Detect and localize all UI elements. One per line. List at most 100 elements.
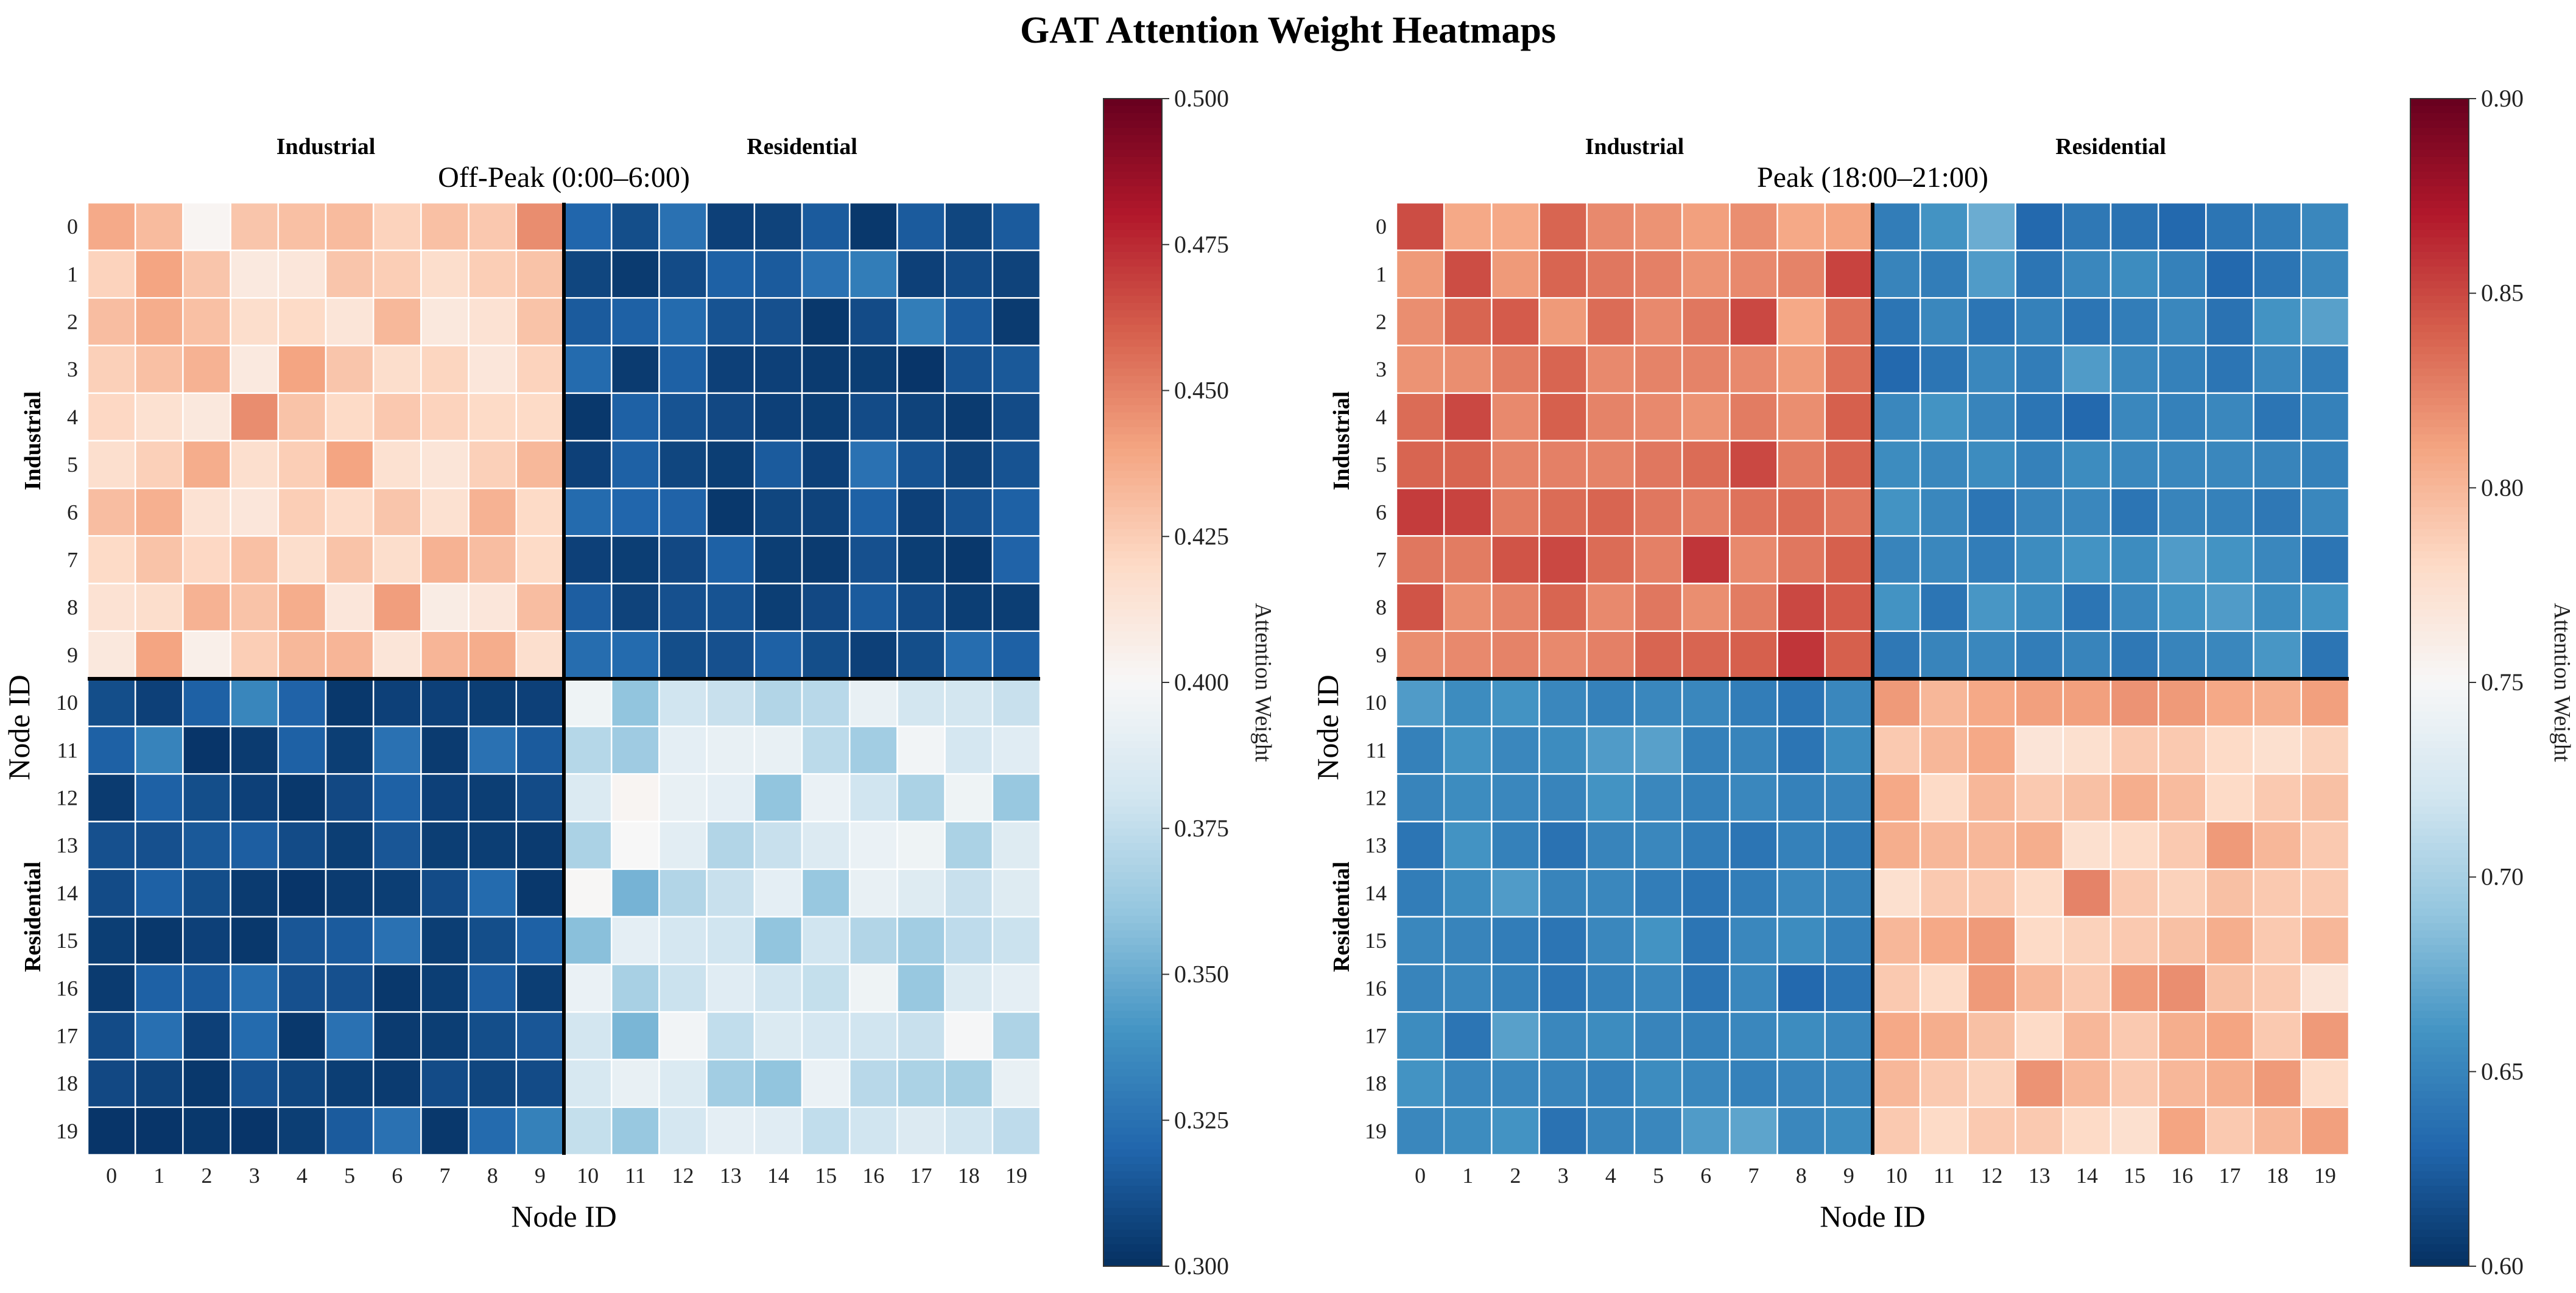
heatmap-cell (515, 583, 565, 632)
heatmap-cell (2062, 1059, 2112, 1109)
heatmap-cell (182, 487, 231, 537)
heatmap-cell (991, 963, 1041, 1013)
colorbar-segment (1103, 1193, 1162, 1201)
heatmap-cell (2015, 868, 2064, 918)
y-tick-label: 19 (56, 1119, 78, 1143)
heatmap-cell (610, 1011, 660, 1060)
heatmap-cell (2157, 440, 2207, 489)
heatmap-cell (515, 345, 565, 394)
colorbar-segment (1103, 624, 1162, 632)
heatmap-cell (706, 583, 756, 632)
heatmap-cell (706, 440, 756, 489)
colorbar-segment (2410, 120, 2469, 128)
colorbar-segment (1103, 536, 1162, 545)
heatmap-cell (658, 249, 708, 299)
y-tick-label: 1 (1376, 262, 1387, 286)
colorbar-segment (1103, 529, 1162, 538)
y-tick-label: 5 (1376, 452, 1387, 477)
colorbar-segment (2410, 259, 2469, 267)
colorbar-segment (1103, 1084, 1162, 1092)
heatmap-cell (86, 678, 136, 727)
heatmap-cell (610, 963, 660, 1013)
heatmap-cell (230, 630, 280, 680)
heatmap-cell (1681, 1011, 1731, 1060)
heatmap-cell (801, 916, 851, 965)
y-tick-label: 2 (1376, 310, 1387, 334)
heatmap-cell (944, 487, 994, 537)
heatmap-cell (1491, 392, 1540, 442)
colorbar-segment (2410, 1164, 2469, 1172)
heatmap-cell (277, 916, 327, 965)
heatmap-cell (372, 583, 422, 632)
x-tick-labels: 0 1 2 3 4 5 6 7 8 9 10 11 12 13 14 15 16 17 18 19 (1415, 1163, 2336, 1188)
heatmap-cell (1824, 868, 1874, 918)
heatmap-cell (1538, 868, 1588, 918)
heatmap-cell (896, 963, 946, 1013)
heatmap-cell (563, 678, 613, 727)
heatmap-cell (2110, 725, 2159, 775)
heatmap-cell (1776, 773, 1826, 822)
heatmap-cell (2015, 487, 2064, 537)
heatmap-cell (610, 1059, 660, 1109)
colorbar-segment (2410, 441, 2469, 450)
heatmap-cell (134, 535, 184, 584)
colorbar-segment (1103, 463, 1162, 472)
heatmap-cell (944, 583, 994, 632)
colorbar-segment (1103, 1127, 1162, 1136)
heatmap-cell (991, 725, 1041, 775)
heatmap-cell (468, 392, 518, 442)
heatmap-cell (1729, 249, 1778, 299)
heatmap-cell (706, 821, 756, 871)
heatmap-cell (658, 916, 708, 965)
heatmap-cell (2015, 963, 2064, 1013)
colorbar-segment (1103, 149, 1162, 158)
heatmap-cell (991, 678, 1041, 727)
panel-title: Peak (18:00–21:00) (1757, 161, 1988, 194)
heatmap-cell (1871, 773, 1921, 822)
heatmap-cell (2253, 630, 2303, 680)
colorbar-segment (2410, 1120, 2469, 1129)
heatmap-cell (1395, 487, 1445, 537)
heatmap-cell (658, 630, 708, 680)
colorbar-segment (2410, 806, 2469, 815)
colorbar-segment (2410, 879, 2469, 888)
heatmap-cell (2253, 1106, 2303, 1156)
colorbar-segment (2410, 813, 2469, 822)
heatmap-cell (2110, 583, 2159, 632)
colorbar-segment (2410, 449, 2469, 457)
colorbar-segment (1103, 251, 1162, 260)
heatmap-cell (1395, 440, 1445, 489)
colorbar-segment (2410, 99, 2469, 107)
colorbar-segment (2410, 1171, 2469, 1179)
colorbar-segment (1103, 1113, 1162, 1121)
heatmap-cell (1491, 678, 1540, 727)
heatmap-cell (2205, 821, 2254, 871)
heatmap-cell (1919, 963, 1969, 1013)
heatmap-cell (2062, 630, 2112, 680)
colorbar-segment (1103, 514, 1162, 523)
colorbar-segment (2410, 281, 2469, 289)
heatmap-cell (277, 1106, 327, 1156)
colorbar-segment (2410, 244, 2469, 253)
heatmap-cell (182, 392, 231, 442)
heatmap-cell (2157, 773, 2207, 822)
heatmap-cell (230, 392, 280, 442)
heatmap-cell (658, 725, 708, 775)
heatmap-cell (325, 868, 375, 918)
heatmap-cell (801, 487, 851, 537)
colorbar-segment (2410, 1127, 2469, 1136)
heatmap-cell (325, 773, 375, 822)
heatmap-cell (134, 630, 184, 680)
colorbar-segment (1103, 200, 1162, 209)
colorbar-segment (2410, 412, 2469, 421)
heatmap-cell (1967, 725, 2016, 775)
heatmap-cell (277, 678, 327, 727)
heatmap-cell (1633, 345, 1683, 394)
heatmap-cell (2015, 1059, 2064, 1109)
colorbar-segment (1103, 441, 1162, 450)
heatmap-cell (468, 725, 518, 775)
colorbar-segment (2410, 661, 2469, 668)
colorbar-tick-label: 0.350 (1174, 961, 1229, 988)
heatmap-cell (1967, 630, 2016, 680)
heatmap-cell (1681, 583, 1731, 632)
